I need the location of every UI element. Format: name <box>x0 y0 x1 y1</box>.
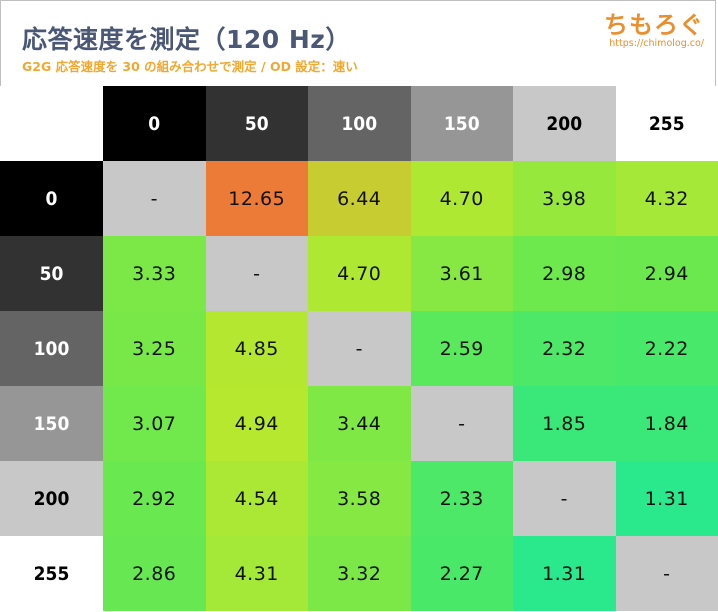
column-header: 0 <box>103 86 206 161</box>
heatmap-cell: 3.33 <box>103 236 206 311</box>
table-row: 100 3.25 4.85-2.59 2.32 2.22 <box>0 311 718 386</box>
row-header: 150 <box>0 386 103 461</box>
column-header: 150 <box>410 86 513 161</box>
heatmap-cell: - <box>410 386 513 461</box>
heatmap-cell: 3.07 <box>103 386 206 461</box>
heatmap-cell: 1.31 <box>513 536 616 611</box>
heatmap-cell: 4.31 <box>205 536 308 611</box>
heatmap-cell: - <box>615 536 718 611</box>
row-header: 50 <box>0 236 103 311</box>
heatmap-cell: 3.44 <box>308 386 411 461</box>
corner-cell <box>0 86 103 161</box>
heatmap-cell: - <box>513 461 616 536</box>
table-row: 0-12.65 6.44 4.70 3.98 4.32 <box>0 161 718 236</box>
heatmap-cell: 2.33 <box>410 461 513 536</box>
heatmap-cell: - <box>103 161 206 236</box>
heatmap-cell: 2.86 <box>103 536 206 611</box>
heatmap-cell: 2.27 <box>410 536 513 611</box>
heatmap-cell: - <box>308 311 411 386</box>
heatmap-cell: 2.59 <box>410 311 513 386</box>
heatmap-cell: 4.94 <box>205 386 308 461</box>
heatmap-cell: 12.65 <box>205 161 308 236</box>
heatmap-cell: 1.31 <box>615 461 718 536</box>
row-header: 255 <box>0 536 103 611</box>
heatmap-cell: 3.98 <box>513 161 616 236</box>
heatmap-cell: 2.94 <box>615 236 718 311</box>
heatmap-cell: 2.92 <box>103 461 206 536</box>
heatmap-cell: 3.61 <box>410 236 513 311</box>
heatmap-cell: 4.32 <box>615 161 718 236</box>
heatmap-cell: 2.98 <box>513 236 616 311</box>
column-header: 50 <box>205 86 308 161</box>
heatmap-cell: - <box>205 236 308 311</box>
row-header: 100 <box>0 311 103 386</box>
heatmap-cell: 4.85 <box>205 311 308 386</box>
column-header: 255 <box>615 86 718 161</box>
logo-text: ちもろぐ <box>604 11 704 39</box>
table-row: 50 3.33-4.70 3.61 2.98 2.94 <box>0 236 718 311</box>
chart-subtitle: G2G 応答速度を 30 の組み合わせで測定 / OD 設定：速い <box>22 59 358 74</box>
heatmap-cell: 3.32 <box>308 536 411 611</box>
header-row: 0 50 100 150 200 255 <box>0 86 718 161</box>
chart-title: 応答速度を測定（120 Hz） <box>22 25 351 54</box>
heatmap-cell: 2.22 <box>615 311 718 386</box>
heatmap-cell: 4.70 <box>410 161 513 236</box>
response-time-heatmap: 0 50 100 150 200 255 0-12.65 6.44 4.70 3.98 4.32 50… <box>0 86 718 611</box>
heatmap-cell: 1.85 <box>513 386 616 461</box>
heatmap-cell: 6.44 <box>308 161 411 236</box>
heatmap-cell: 4.54 <box>205 461 308 536</box>
heatmap-cell: 4.70 <box>308 236 411 311</box>
heatmap-cell: 1.84 <box>615 386 718 461</box>
heatmap-cell: 3.25 <box>103 311 206 386</box>
logo-url: https://chimolog.co/ <box>609 38 704 49</box>
table-row: 150 3.07 4.94 3.44-1.85 1.84 <box>0 386 718 461</box>
row-header: 0 <box>0 161 103 236</box>
column-header: 100 <box>308 86 411 161</box>
table-row: 255 2.86 4.31 3.32 2.27 1.31- <box>0 536 718 611</box>
site-logo[interactable]: ちもろぐ https://chimolog.co/ <box>604 5 704 49</box>
table-row: 200 2.92 4.54 3.58 2.33-1.31 <box>0 461 718 536</box>
row-header: 200 <box>0 461 103 536</box>
heatmap-cell: 2.32 <box>513 311 616 386</box>
heatmap-cell: 3.58 <box>308 461 411 536</box>
column-header: 200 <box>513 86 616 161</box>
